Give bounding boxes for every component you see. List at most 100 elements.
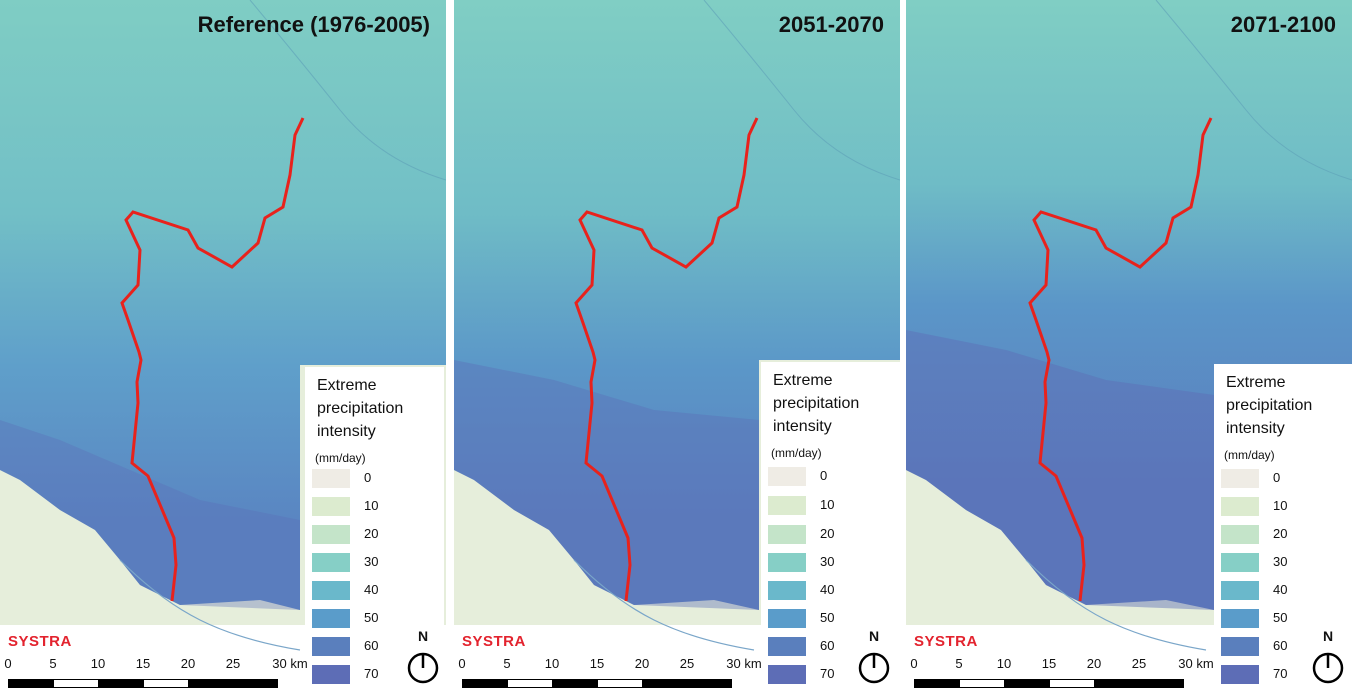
- scale-bar: 0 5 10 15 20 25 30 km: [910, 656, 1214, 696]
- scale-segment: [507, 679, 553, 688]
- legend-swatch: [768, 581, 806, 600]
- legend-label: 10: [820, 497, 835, 512]
- legend-item: 10: [312, 497, 442, 517]
- legend-label: 10: [364, 498, 379, 513]
- scale-segment: [914, 679, 960, 688]
- legend-label: 0: [820, 468, 828, 483]
- north-label: N: [868, 628, 880, 644]
- scale-segment: [1004, 679, 1050, 688]
- legend-swatch: [768, 467, 806, 486]
- legend-swatch: [312, 665, 350, 684]
- scale-segment: [53, 679, 99, 688]
- scale-tick-label: 30 km: [272, 656, 308, 671]
- scale-tick-label: 25: [1131, 656, 1147, 671]
- scale-segment: [1094, 679, 1184, 688]
- legend-label: 10: [1273, 498, 1288, 513]
- legend-label: 40: [364, 582, 379, 597]
- scale-tick-label: 30 km: [726, 656, 762, 671]
- legend-item: 0: [1221, 469, 1351, 489]
- systra-logo: SYSTRA: [459, 633, 529, 650]
- scale-tick-label: 10: [90, 656, 106, 671]
- legend-label: 60: [1273, 638, 1288, 653]
- legend-item: 20: [768, 525, 898, 545]
- scale-tick-label: 0: [910, 656, 918, 671]
- legend-swatch: [312, 469, 350, 488]
- legend-swatch: [312, 497, 350, 516]
- legend-label: 70: [364, 666, 379, 681]
- legend-swatch: [312, 637, 350, 656]
- north-arrow: N: [856, 628, 892, 690]
- legend-swatch: [1221, 553, 1259, 572]
- legend-swatch: [1221, 609, 1259, 628]
- legend-swatch: [1221, 637, 1259, 656]
- scale-segment: [462, 679, 508, 688]
- legend-swatch: [312, 525, 350, 544]
- scale-tick-label: 25: [679, 656, 695, 671]
- legend-swatch: [768, 553, 806, 572]
- north-arrow-icon: [858, 652, 890, 684]
- panel-title: Reference (1976-2005): [197, 12, 430, 37]
- legend: Extreme precipitation intensity (mm/day)…: [761, 362, 900, 696]
- legend-label: 20: [820, 526, 835, 541]
- legend-unit: (mm/day): [315, 451, 366, 465]
- scale-bar: 0 5 10 15 20 25 30 km: [458, 656, 762, 696]
- scale-segment: [642, 679, 732, 688]
- legend-item: 70: [312, 665, 442, 685]
- scale-segment: [597, 679, 643, 688]
- scale-tick-label: 20: [634, 656, 650, 671]
- map-canvas[interactable]: [0, 0, 446, 696]
- legend-item: 50: [1221, 609, 1351, 629]
- legend-title: Extreme precipitation intensity: [317, 377, 404, 440]
- legend-swatch: [768, 496, 806, 515]
- north-arrow-icon: [407, 652, 439, 684]
- legend-label: 60: [820, 638, 835, 653]
- legend-unit: (mm/day): [771, 446, 822, 460]
- map-panel-reference: Reference (1976-2005) Extreme precipitat…: [0, 0, 446, 696]
- legend-label: 50: [820, 610, 835, 625]
- scale-tick-label: 5: [503, 656, 511, 671]
- legend-item: 30: [312, 553, 442, 573]
- scale-tick-label: 10: [544, 656, 560, 671]
- legend: Extreme precipitation intensity (mm/day)…: [305, 367, 444, 696]
- legend-item: 0: [768, 467, 898, 487]
- legend-item: 60: [768, 637, 898, 657]
- legend-swatch: [1221, 665, 1259, 684]
- legend-item: 40: [312, 581, 442, 601]
- route-line: [574, 117, 759, 602]
- legend-label: 30: [820, 554, 835, 569]
- legend-swatch: [768, 609, 806, 628]
- map-panel-2051-2070: 2051-2070 Extreme precipitation intensit…: [454, 0, 900, 696]
- legend-item: 10: [1221, 497, 1351, 517]
- legend-label: 50: [1273, 610, 1288, 625]
- scale-tick-label: 20: [1086, 656, 1102, 671]
- legend-swatch: [312, 553, 350, 572]
- scale-tick-label: 5: [49, 656, 57, 671]
- scale-segment: [8, 679, 54, 688]
- scale-segment: [143, 679, 189, 688]
- systra-logo: SYSTRA: [911, 633, 981, 650]
- panel-title: 2071-2100: [1230, 12, 1336, 37]
- legend-label: 0: [364, 470, 372, 485]
- legend-swatch: [768, 525, 806, 544]
- scale-segment: [1049, 679, 1095, 688]
- legend-item: 20: [312, 525, 442, 545]
- legend-item: 60: [312, 637, 442, 657]
- legend-item: 20: [1221, 525, 1351, 545]
- scale-tick-label: 15: [589, 656, 605, 671]
- legend-item: 30: [1221, 553, 1351, 573]
- legend-label: 70: [820, 666, 835, 681]
- legend-item: 40: [1221, 581, 1351, 601]
- north-arrow: N: [1310, 628, 1346, 690]
- map-canvas[interactable]: [454, 0, 900, 696]
- legend-swatch: [1221, 469, 1259, 488]
- legend-item: 70: [768, 665, 898, 685]
- legend-label: 70: [1273, 666, 1288, 681]
- legend-label: 40: [1273, 582, 1288, 597]
- scale-segment: [552, 679, 598, 688]
- scale-tick-label: 15: [135, 656, 151, 671]
- legend-label: 40: [820, 582, 835, 597]
- systra-logo: SYSTRA: [5, 633, 75, 650]
- legend-item: 50: [312, 609, 442, 629]
- scale-tick-label: 0: [4, 656, 12, 671]
- scale-bar: 0 5 10 15 20 25 30 km: [4, 656, 308, 696]
